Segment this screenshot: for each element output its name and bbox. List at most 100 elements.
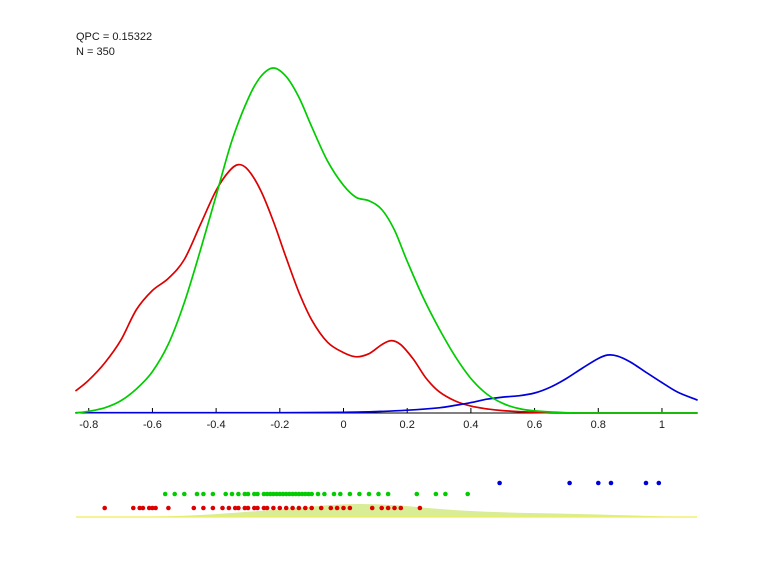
green-rug-dot [376,491,381,497]
red-rug-dot [398,505,404,511]
red-rug-dot [328,505,334,511]
red-rug-dot [232,505,238,511]
red-rug-dot [102,505,107,511]
qpc-label: QPC = 0.15322 [76,31,153,43]
green-rug-dot [252,491,257,497]
red-rug-dot [334,505,340,511]
green-rug-dot [322,491,327,497]
green-rug-dot [172,491,177,497]
red-rug-dot [236,505,241,511]
green-rug-dot [414,491,420,497]
red-rug-dot [166,505,171,511]
green-rug-dot [331,491,337,497]
green-rug-dot [443,491,448,497]
green-rug-dot [296,491,302,497]
blue-kde-curve [75,353,698,414]
green-rug-dot [366,491,372,497]
green-rug-dot [162,491,168,497]
green-rug-dot [280,491,286,497]
red-rug-dot [201,505,206,511]
green-rug-dot [245,491,251,497]
green-rug-dot [385,491,391,497]
red-rug-dot [245,505,251,511]
x-tick-label: 0 [340,419,346,431]
blue-rug-dot [497,480,502,486]
green-rug-dot [210,491,216,497]
green-rug-dot [223,491,228,497]
red-rug-dot [417,505,423,511]
red-rug-dot [150,505,155,511]
x-tick-label: -0.6 [143,419,162,431]
blue-rug-dot [567,480,572,486]
green-rug-dot [309,491,315,497]
green-rug-dot [274,491,279,497]
red-rug-dot [261,505,267,511]
green-kde-curve [75,67,698,414]
red-rug-dot [290,505,295,511]
green-rug-dot [357,491,362,497]
green-rug-dot [433,491,439,497]
green-rug-dot [242,491,248,497]
red-rug-dot [226,505,232,511]
green-rug-dot [338,491,343,497]
green-rug-dot [299,491,305,497]
red-rug-dot [264,505,270,511]
red-rug-dot [309,505,315,511]
x-tick-label: 1 [659,419,665,431]
stats-annotation: QPC = 0.15322 N = 350 [76,30,152,60]
rug-density-fill [76,504,697,517]
red-rug-dot [347,505,353,511]
green-rug-dot [229,491,235,497]
red-rug-dot [255,505,260,511]
green-rug-dot [347,491,353,497]
green-rug-dot [236,491,241,497]
green-rug-dot [194,491,200,497]
green-rug-dot [306,491,311,497]
red-rug-dot [153,505,158,511]
green-rug-dot [303,491,308,497]
red-rug-dot [191,505,197,511]
red-rug-dot [318,505,324,511]
red-rug-dot [146,505,152,511]
x-tick-label: 0.8 [591,419,606,431]
x-tick-label: -0.4 [207,419,226,431]
x-tick-label: 0.2 [400,419,415,431]
red-rug-dot [131,505,136,511]
x-tick-label: 0.6 [527,419,542,431]
green-rug-dot [271,491,276,497]
green-rug-dot [283,491,289,497]
blue-rug-dot [596,480,601,486]
red-rug-dot [271,505,276,511]
red-rug-dot [277,505,283,511]
red-rug-dot [303,505,308,511]
green-rug-dot [287,491,292,497]
red-rug-dot [210,505,216,511]
red-rug-dot [296,505,302,511]
green-rug-dot [264,491,270,497]
x-tick-label: -0.2 [270,419,289,431]
red-rug-dot [341,505,346,511]
red-rug-dot [242,505,248,511]
green-rug-dot [182,491,187,497]
red-rug-dot [385,505,391,511]
red-rug-dot [220,505,225,511]
red-rug-dot [140,505,146,511]
red-rug-dot [283,505,289,511]
green-rug-dot [261,491,267,497]
blue-rug-dot [643,480,649,486]
green-rug-dot [465,491,471,497]
x-tick-label: -0.8 [79,419,98,431]
blue-rug-dot [608,480,614,486]
red-rug-dot [392,505,397,511]
x-tick-label: 0.4 [463,419,478,431]
red-rug-dot [252,505,257,511]
blue-rug-dot [656,480,662,486]
green-rug-dot [315,491,321,497]
green-rug-dot [293,491,299,497]
green-rug-dot [277,491,283,497]
green-rug-dot [201,491,206,497]
green-rug-dot [255,491,260,497]
n-label: N = 350 [76,46,115,58]
